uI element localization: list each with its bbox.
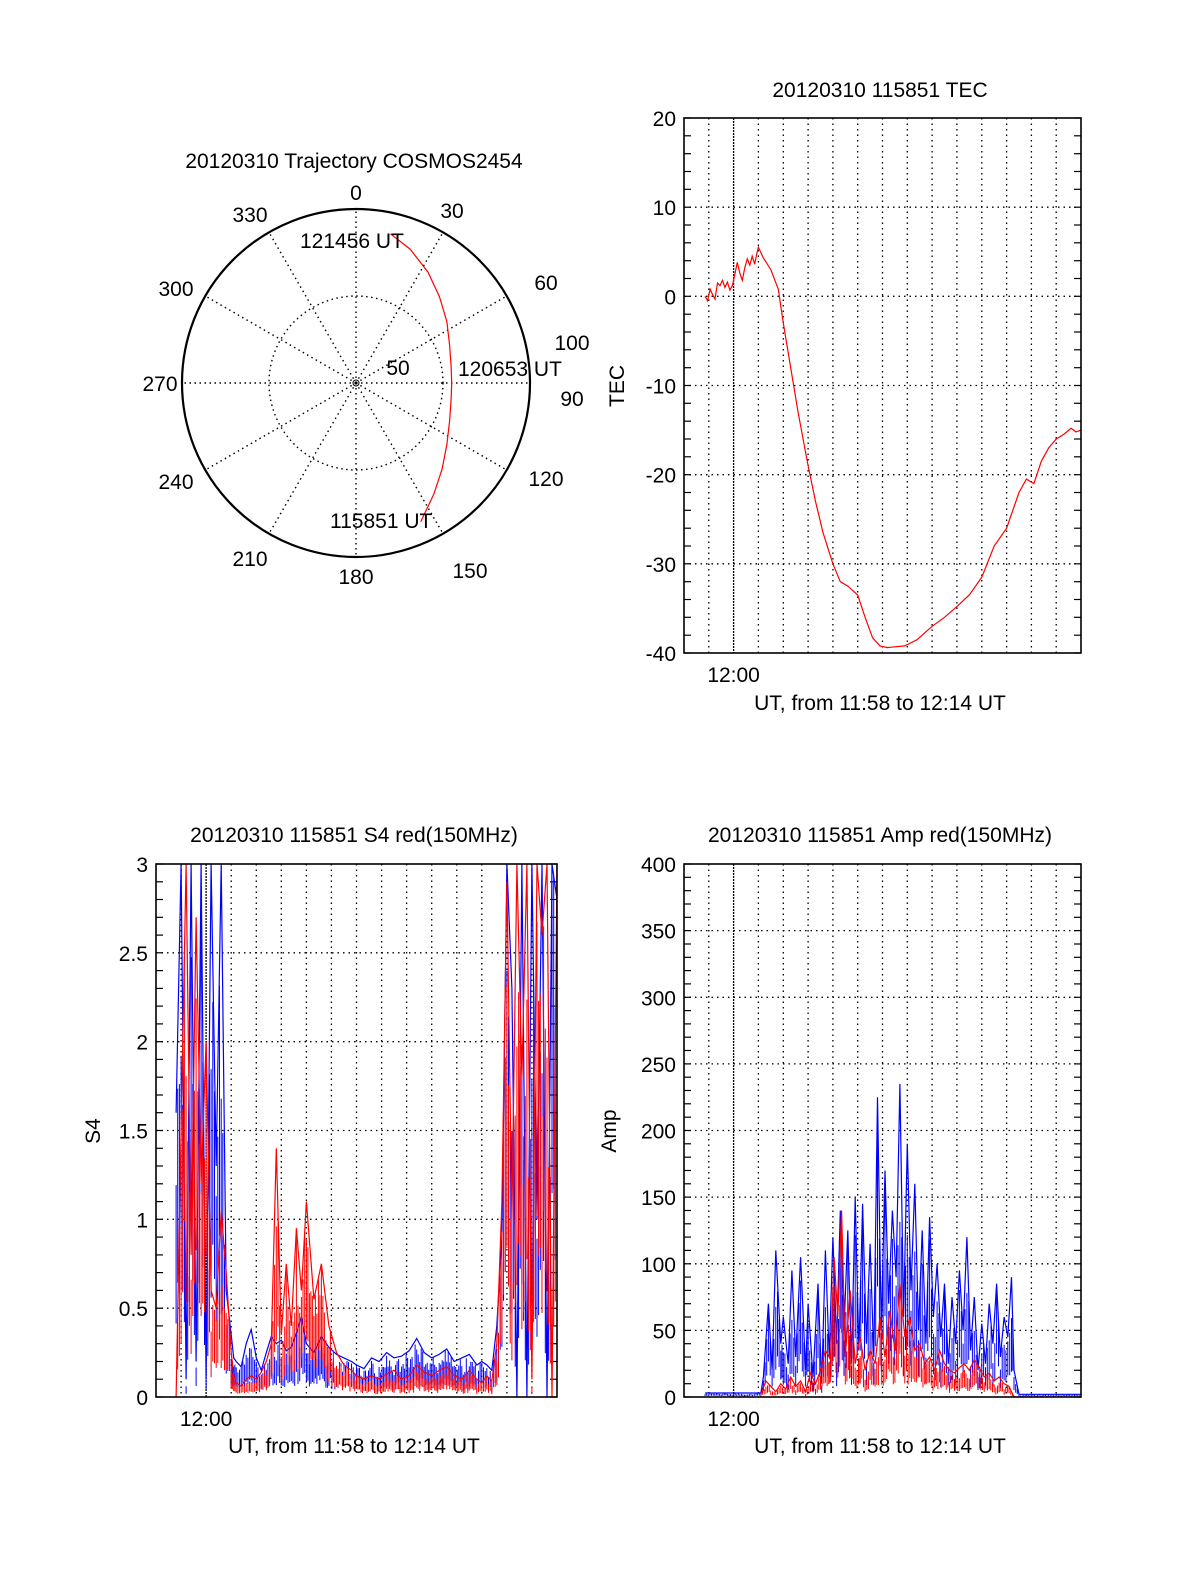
polar-angle-label: 180 [338, 566, 373, 589]
polar-angle-label: 60 [534, 272, 557, 295]
y-tick-label: 20 [653, 108, 676, 131]
trajectory-time-label: 120653 UT [458, 358, 562, 381]
y-tick-label: 0.5 [119, 1298, 148, 1321]
y-tick-label: 150 [641, 1187, 676, 1210]
tec-ylabel: TEC [606, 365, 629, 407]
s4-plot-area: 0 0.5 1 1.5 2 2.5 3 12:00 [119, 854, 558, 1431]
polar-spoke [355, 382, 508, 471]
trajectory-time-label: 115851 UT [330, 510, 433, 533]
y-tick-label: 300 [641, 987, 676, 1010]
tec-plot-area: -40 -30 -20 -10 0 10 20 12:00 [646, 108, 1082, 687]
plot-frame [683, 863, 1082, 1398]
trajectory-line [390, 233, 453, 523]
polar-angle-label: 240 [158, 471, 193, 494]
polar-angle-label: 90 [560, 388, 583, 411]
polar-spoke [355, 231, 444, 384]
trajectory-panel: 20120310 Trajectory COSMOS2454 0 30 60 90 12… [142, 150, 589, 589]
amp-panel: 20120310 115851 Amp red(150MHz) 0 50 100 15… [598, 824, 1082, 1458]
polar-outer-ring [180, 207, 532, 559]
polar-spoke [268, 382, 357, 535]
series-tec [704, 245, 1081, 649]
y-tick-label: 250 [641, 1054, 676, 1077]
tec-title: 20120310 115851 TEC [772, 79, 987, 102]
plot-frame [155, 863, 558, 1398]
series-amp-red [760, 1210, 1015, 1397]
amp-ylabel: Amp [598, 1109, 621, 1152]
y-tick-label: 200 [641, 1121, 676, 1144]
polar-ring-50 [268, 295, 444, 471]
polar-grid [180, 207, 532, 559]
s4-xlabel: UT, from 11:58 to 12:14 UT [228, 1435, 480, 1458]
s4-title: 20120310 115851 S4 red(150MHz) [190, 824, 518, 847]
tec-xlabel: UT, from 11:58 to 12:14 UT [754, 692, 1006, 715]
y-tick-label: -40 [646, 643, 676, 666]
x-tick-label: 12:00 [707, 664, 760, 687]
y-tick-label: 10 [653, 197, 676, 220]
x-tick-label: 12:00 [707, 1408, 760, 1431]
series-amp-blue [705, 1083, 1081, 1395]
y-tick-label: 100 [641, 1254, 676, 1277]
polar-angle-label: 30 [440, 200, 463, 223]
polar-angle-label: 120 [528, 468, 563, 491]
polar-angle-label: 270 [142, 373, 177, 396]
polar-radial-label: 100 [554, 332, 589, 355]
polar-series [390, 233, 453, 523]
polar-angle-label: 300 [158, 278, 193, 301]
polar-angle-label: 330 [232, 204, 267, 227]
polar-spoke [204, 295, 357, 384]
y-tick-label: -30 [646, 554, 676, 577]
trajectory-title: 20120310 Trajectory COSMOS2454 [185, 150, 523, 173]
polar-angle-label: 150 [452, 560, 487, 583]
amp-title: 20120310 115851 Amp red(150MHz) [708, 824, 1052, 847]
polar-radial-label: 50 [386, 357, 409, 380]
series-s4-red [175, 864, 557, 1397]
s4-ylabel: S4 [82, 1118, 105, 1144]
plot-frame [683, 117, 1082, 654]
polar-spoke [204, 382, 357, 471]
y-tick-label: 3 [136, 854, 148, 877]
polar-spoke [355, 295, 508, 384]
trajectory-time-label: 121456 UT [300, 230, 404, 253]
y-tick-label: 400 [641, 854, 676, 877]
y-tick-label: 2.5 [119, 943, 148, 966]
polar-angle-label: 210 [232, 548, 267, 571]
y-tick-label: 1.5 [119, 1121, 148, 1144]
y-tick-label: -20 [646, 465, 676, 488]
y-tick-label: 0 [664, 286, 676, 309]
x-tick-label: 12:00 [180, 1408, 233, 1431]
polar-spoke [355, 382, 444, 535]
y-tick-label: 0 [136, 1387, 148, 1410]
y-tick-label: 50 [653, 1320, 676, 1343]
y-tick-label: 0 [664, 1387, 676, 1410]
tec-panel: 20120310 115851 TEC -40 -30 -20 -10 0 10 20 12:… [606, 79, 1082, 715]
y-tick-label: 2 [136, 1032, 148, 1055]
polar-angle-label: 0 [350, 182, 362, 205]
y-tick-label: 1 [136, 1209, 148, 1232]
polar-center [352, 379, 360, 387]
polar-labels: 0 30 60 90 120 150 180 210 240 270 300 330 50 100 1158… [142, 182, 589, 589]
polar-spoke [268, 231, 357, 384]
s4-panel: 20120310 115851 S4 red(150MHz) 0 0.5 1 1.5 2… [82, 824, 558, 1458]
amp-plot-area: 0 50 100 150 200 250 300 350 400 12:00 [641, 854, 1082, 1431]
amp-xlabel: UT, from 11:58 to 12:14 UT [754, 1435, 1006, 1458]
y-tick-label: 350 [641, 921, 676, 944]
y-tick-label: -10 [646, 376, 676, 399]
